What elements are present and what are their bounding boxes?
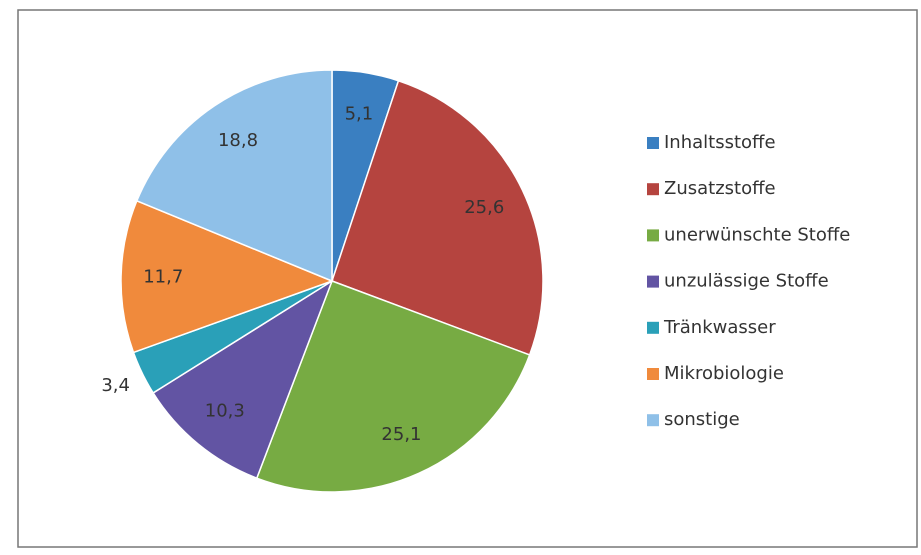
data-label: 25,1 <box>381 424 421 445</box>
pie-slice <box>135 69 333 283</box>
legend-swatch <box>647 183 659 196</box>
legend-label: Tränkwasser <box>663 317 776 338</box>
legend-label: Mikrobiologie <box>664 363 784 384</box>
legend-swatch <box>647 368 659 380</box>
legend-swatch <box>647 137 659 149</box>
legend-swatch <box>647 321 659 334</box>
data-label: 11,7 <box>143 266 183 287</box>
legend-swatch <box>647 229 659 242</box>
legend-label: Inhaltsstoffe <box>664 132 776 153</box>
legend-label: unzulässige Stoffe <box>664 271 829 292</box>
legend-label: Zusatzstoffe <box>664 178 776 199</box>
legend-swatch <box>647 414 659 427</box>
data-label: 3,4 <box>101 375 130 396</box>
pie-slice <box>255 280 531 493</box>
data-label: 5,1 <box>345 103 374 124</box>
data-label: 18,8 <box>218 130 258 151</box>
legend-swatch <box>647 275 659 288</box>
pie-slice <box>120 199 335 354</box>
pie-slice <box>152 279 334 480</box>
legend-label: unerwünschte Stoffe <box>664 224 850 245</box>
legend-label: sonstige <box>664 409 740 430</box>
data-label: 10,3 <box>205 400 245 421</box>
pie-slice <box>331 79 544 356</box>
data-label: 25,6 <box>464 197 504 218</box>
